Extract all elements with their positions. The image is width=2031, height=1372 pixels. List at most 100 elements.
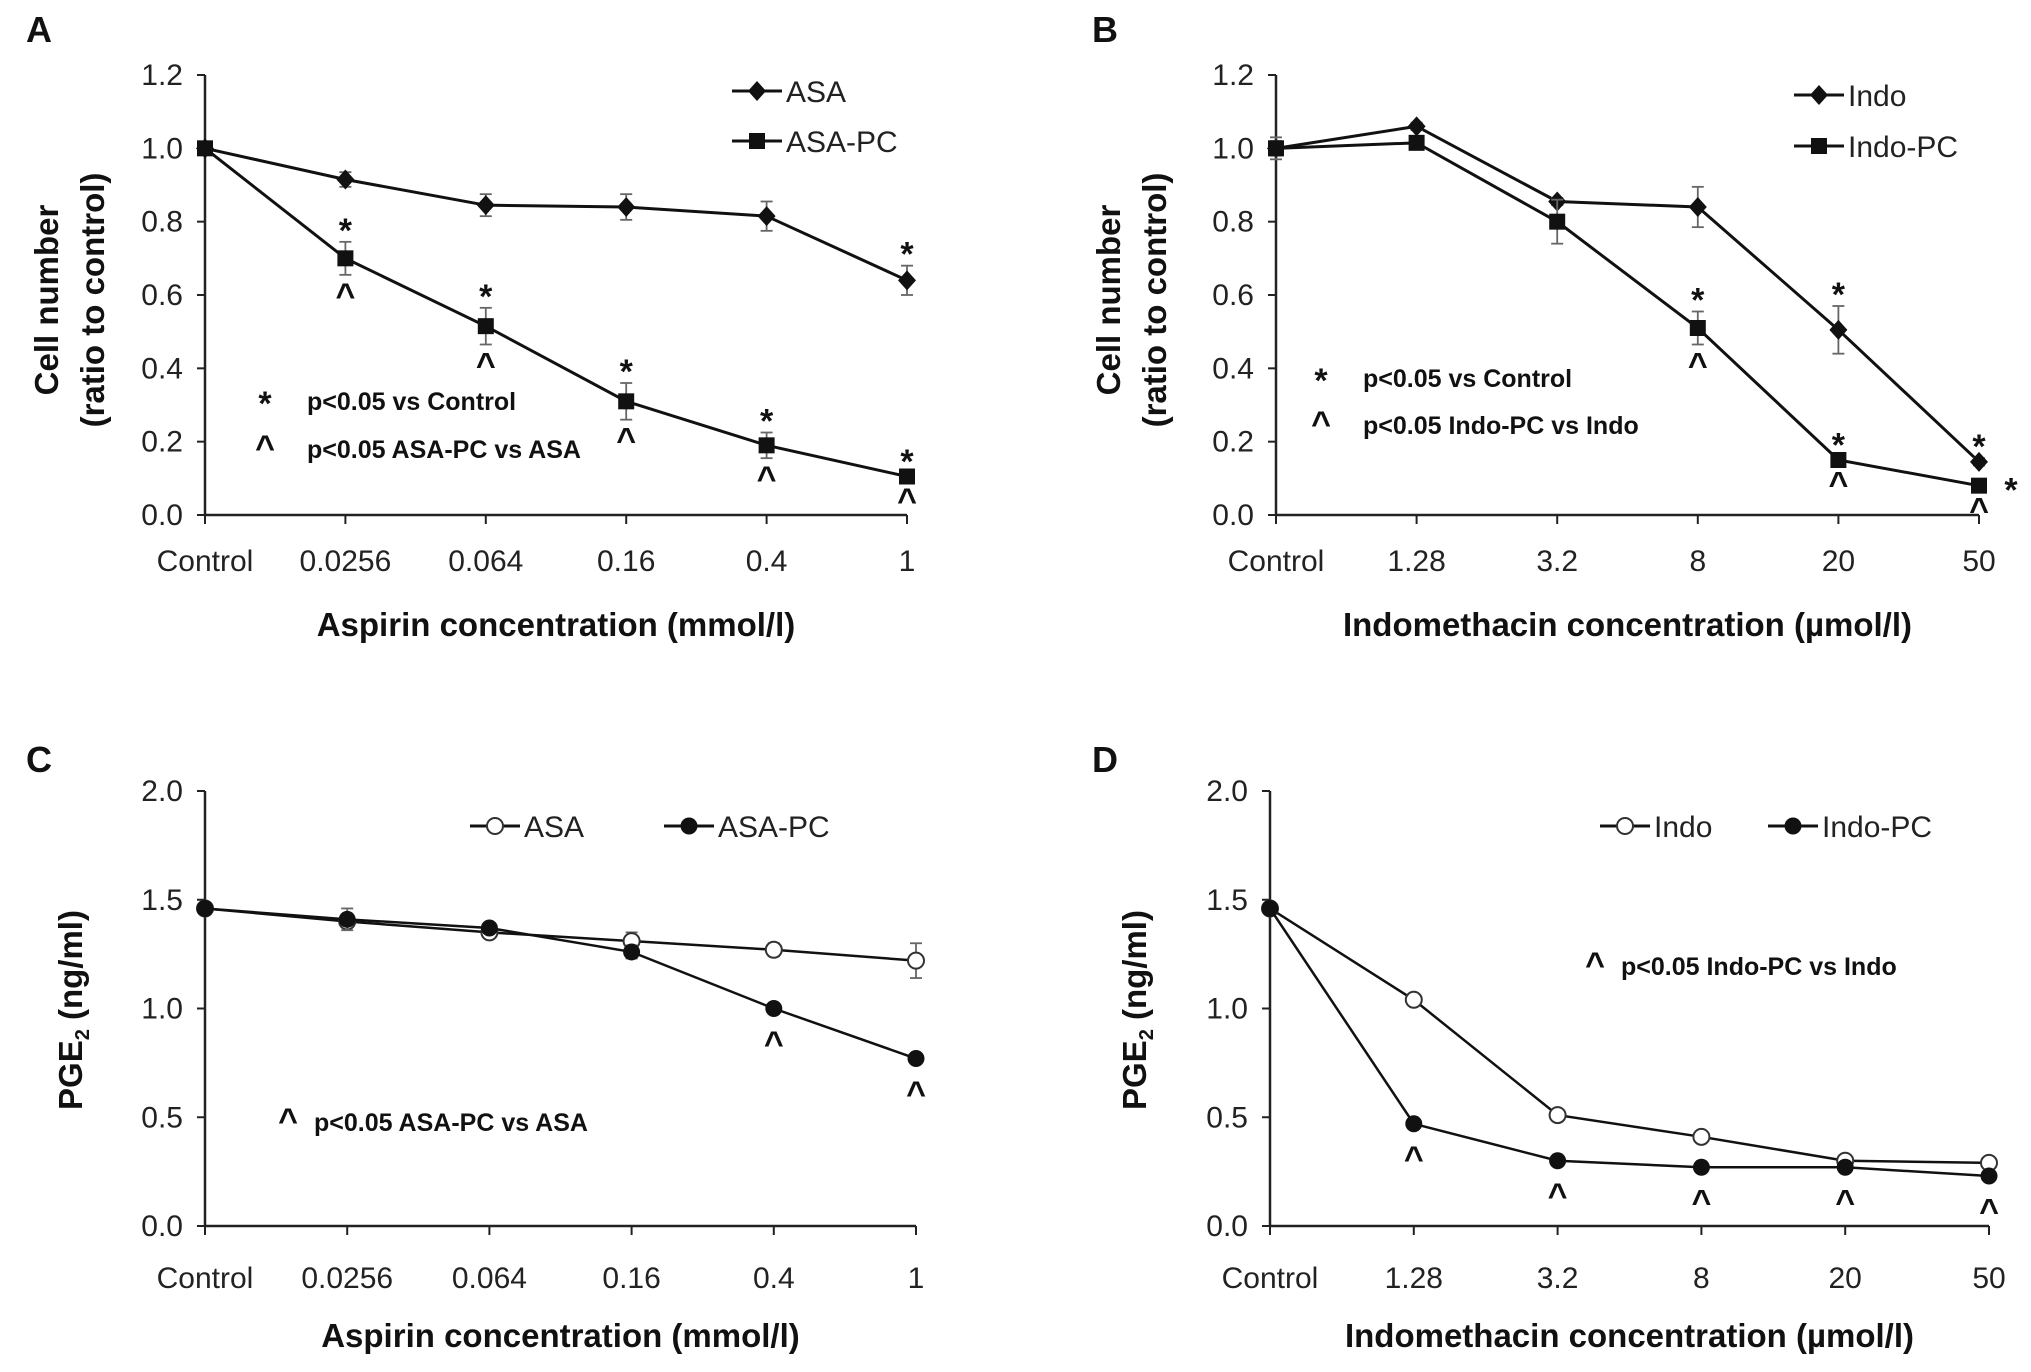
- y-tick-label: 1.0: [1212, 132, 1254, 165]
- y-axis-title: PGE2 (ng/ml): [1116, 910, 1158, 1110]
- x-tick-label: 1.28: [1385, 1262, 1443, 1295]
- significance-caret: ^: [1688, 347, 1708, 385]
- y-tick-label: 0.0: [141, 1210, 183, 1243]
- y-tick-label: 0.8: [1212, 206, 1254, 239]
- legend-marker: [680, 817, 698, 835]
- data-point: [1404, 990, 1423, 1009]
- note-text: p<0.05 vs Control: [1363, 365, 1572, 393]
- legend-marker: [1811, 138, 1827, 154]
- data-point: [1970, 451, 1988, 472]
- y-axis-title-unit: (ng/ml): [52, 910, 89, 1029]
- significance-caret: ^: [1979, 1192, 1999, 1230]
- series-asa-pc: [197, 140, 915, 485]
- legend-item: ASA: [470, 811, 584, 844]
- y-tick-label: 0.6: [1212, 279, 1254, 312]
- y-tick-label: 0.2: [141, 426, 183, 459]
- data-point: [1407, 116, 1426, 137]
- significance-caret: ^: [1969, 491, 1989, 529]
- x-tick-label: 3.2: [1536, 545, 1578, 578]
- data-point: [1548, 1106, 1567, 1125]
- significance-caret: ^: [1835, 1184, 1855, 1222]
- data-point: [899, 468, 915, 485]
- y-tick-label: 1.5: [141, 884, 183, 917]
- x-tick-label: 20: [1822, 545, 1855, 578]
- series-line: [204, 907, 917, 1060]
- series-line: [204, 147, 908, 478]
- y-tick-label: 0.0: [1206, 1210, 1248, 1243]
- panel-letter: C: [26, 739, 52, 780]
- note-symbol: *: [258, 385, 272, 423]
- y-tick-label: 2.0: [141, 775, 183, 808]
- note-text: p<0.05 Indo-PC vs Indo: [1363, 412, 1639, 440]
- significance-caret: ^: [764, 1025, 784, 1063]
- legend-marker: [748, 81, 766, 101]
- panel-c: C 0.0 0.5 1.0 1.5 2.0 Control 0.0256 0.064 0.16 0.…: [26, 739, 926, 1354]
- data-point: [477, 318, 494, 335]
- series-indo: [1261, 899, 1998, 1172]
- y-axis-title-main: PGE: [52, 1040, 89, 1110]
- y-tick-label: 2.0: [1206, 775, 1248, 808]
- legend-item: ASA-PC: [664, 811, 830, 844]
- data-point: [623, 943, 641, 961]
- data-point: [1829, 319, 1848, 340]
- x-axis-title: Indomethacin concentration (µmol/l): [1343, 606, 1912, 643]
- x-tick-label: 0.0256: [300, 545, 392, 578]
- data-point: [1692, 1158, 1710, 1176]
- data-point: [907, 1050, 925, 1068]
- series-line: [204, 907, 917, 962]
- series-line: [1269, 907, 1990, 1165]
- legend-marker: [486, 817, 504, 835]
- significance-asterisk: *: [1691, 282, 1705, 320]
- legend-item: Indo: [1600, 811, 1712, 844]
- data-point: [1405, 1115, 1423, 1133]
- panel-b: B 0.0 0.2 0.4 0.6 0.8 1.0 1.2 Control 1.28 3.2 8 20 5…: [1090, 9, 2018, 643]
- significance-asterisk: *: [760, 403, 774, 441]
- series-asa-pc: [196, 899, 925, 1068]
- data-point: [1836, 1158, 1854, 1176]
- data-point: [1268, 140, 1284, 157]
- data-point: [337, 250, 354, 267]
- note-symbol: ^: [1585, 946, 1605, 984]
- y-axis-title-main: PGE: [1116, 1040, 1153, 1110]
- data-point: [476, 195, 495, 216]
- data-point: [758, 437, 775, 454]
- legend-label: Indo-PC: [1822, 811, 1932, 844]
- y-tick-label: 0.8: [141, 206, 183, 239]
- legend-item: Indo-PC: [1768, 811, 1932, 844]
- y-tick-label: 1.2: [1212, 59, 1254, 92]
- legend-item: ASA-PC: [732, 126, 898, 159]
- x-tick-label: 1: [908, 1262, 925, 1295]
- significance-caret: ^: [897, 482, 917, 520]
- y-tick-label: 0.6: [141, 279, 183, 312]
- significance-asterisk: *: [1972, 428, 1986, 466]
- legend-label: ASA-PC: [786, 126, 898, 159]
- series-line: [1275, 124, 1981, 463]
- legend-item: Indo: [1794, 80, 1906, 113]
- y-axis-title: Cell number: [1090, 204, 1127, 395]
- x-tick-label: 8: [1689, 545, 1706, 578]
- significance-caret: ^: [335, 277, 355, 315]
- legend: ASA ASA-PC: [470, 811, 830, 844]
- x-tick-label: 0.064: [452, 1262, 527, 1295]
- panel-letter: B: [1092, 9, 1118, 50]
- significance-caret: ^: [1404, 1140, 1424, 1178]
- note-symbol: ^: [1311, 405, 1331, 443]
- x-tick-label: 0.0256: [301, 1262, 393, 1295]
- y-tick-label: 1.2: [141, 59, 183, 92]
- y-tick-label: 0.4: [141, 352, 183, 385]
- legend-item: ASA: [732, 76, 846, 109]
- panel-a: A 0.0 0.2 0.4 0.6 0.8 1.0 1.2 Control 0.0256 0.064…: [26, 9, 917, 643]
- y-tick-label: 1.0: [141, 993, 183, 1026]
- data-point: [1980, 1167, 1998, 1185]
- legend-label: ASA: [524, 811, 584, 844]
- note-symbol: ^: [278, 1102, 298, 1140]
- y-tick-label: 0.5: [141, 1101, 183, 1134]
- note-text: p<0.05 ASA-PC vs ASA: [314, 1109, 588, 1137]
- legend-label: Indo: [1848, 80, 1906, 113]
- note-symbol: *: [1314, 362, 1328, 400]
- legend-label: Indo: [1654, 811, 1712, 844]
- x-tick-label: 50: [1962, 545, 1995, 578]
- y-tick-label: 1.0: [141, 132, 183, 165]
- x-tick-label: 0.4: [746, 545, 788, 578]
